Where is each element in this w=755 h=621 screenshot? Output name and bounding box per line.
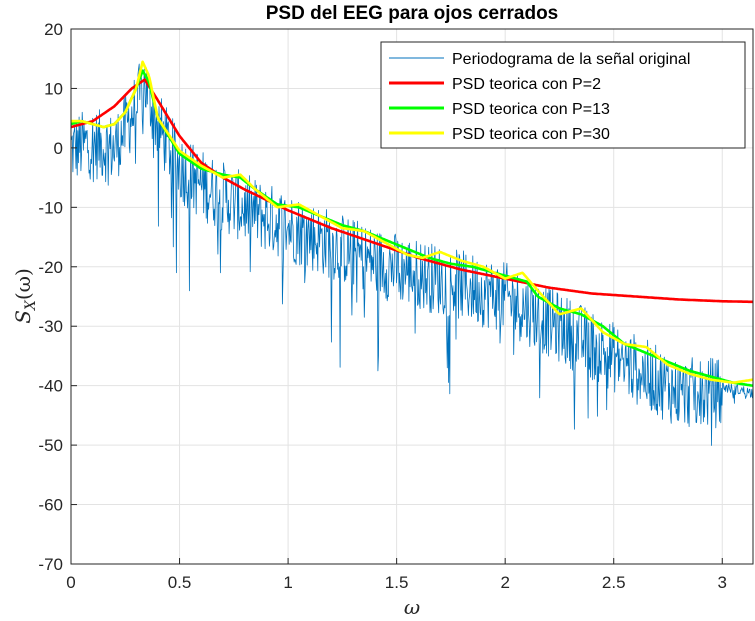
x-tick-label: 1 — [283, 573, 292, 592]
x-tick-label: 2 — [500, 573, 509, 592]
y-axis-label-sub: X — [23, 299, 39, 311]
legend-label-p30: PSD teorica con P=30 — [452, 126, 610, 143]
y-axis-label-arg: (ω) — [11, 268, 35, 300]
y-axis-label-main: S — [11, 310, 35, 324]
series-layer — [71, 60, 753, 446]
y-tick-label: -60 — [38, 496, 63, 515]
y-tick-label: -50 — [38, 436, 63, 455]
x-tick-label: 0.5 — [168, 573, 192, 592]
y-tick-label: 0 — [54, 139, 63, 158]
legend-box — [380, 41, 746, 149]
y-tick-label: -10 — [38, 198, 63, 217]
y-tick-label: -40 — [38, 377, 63, 396]
legend-label-p13: PSD teorica con P=13 — [452, 101, 610, 118]
tick-labels: 0 0.5 1 1.5 2 2.5 3 20 10 0 -10 -20 -30 -40 -50 -60 -70 — [38, 20, 727, 592]
series-line-p13 — [71, 69, 753, 387]
series-line-periodogram — [71, 63, 753, 446]
y-tick-label: -70 — [38, 555, 63, 574]
legend-label-p2: PSD teorica con P=2 — [452, 76, 601, 93]
legend-label-periodogram: Periodograma de la señal original — [452, 51, 690, 68]
legend: Periodograma de la señal original PSD teo… — [380, 41, 746, 149]
plot-area — [70, 28, 754, 565]
y-axis-label: SX(ω) — [11, 268, 39, 324]
y-tick-label: -20 — [38, 258, 63, 277]
series-line-p30 — [71, 60, 753, 384]
chart-title: PSD del EEG para ojos cerrados — [266, 3, 559, 24]
x-tick-label: 3 — [718, 573, 727, 592]
x-tick-label: 2.5 — [602, 573, 626, 592]
y-tick-label: 10 — [44, 79, 63, 98]
x-tick-label: 0 — [66, 573, 75, 592]
x-axis-label: ω — [404, 595, 420, 619]
x-tick-label: 1.5 — [385, 573, 409, 592]
y-tick-label: 20 — [44, 20, 63, 39]
y-tick-label: -30 — [38, 317, 63, 336]
